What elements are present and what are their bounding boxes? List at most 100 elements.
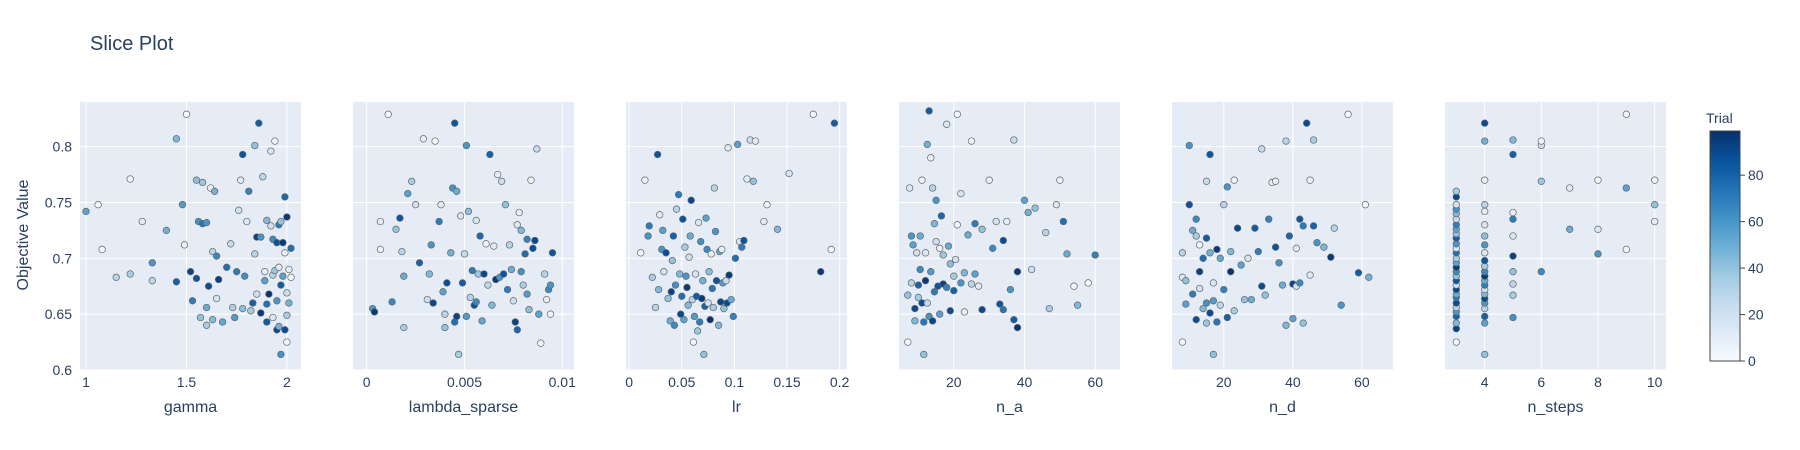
trial-point[interactable] (1206, 150, 1214, 159)
trial-point[interactable] (148, 259, 156, 267)
trial-point[interactable] (1223, 183, 1231, 191)
trial-point[interactable] (279, 239, 287, 247)
trial-point[interactable] (525, 306, 533, 314)
trial-point[interactable] (112, 273, 120, 281)
trial-point[interactable] (1027, 265, 1036, 274)
trial-point[interactable] (472, 298, 480, 306)
trial-point[interactable] (277, 217, 285, 226)
trial-point[interactable] (1299, 319, 1307, 327)
trial-point[interactable] (94, 201, 102, 209)
trial-point[interactable] (656, 211, 664, 219)
trial-point[interactable] (928, 317, 937, 325)
trial-point[interactable] (283, 311, 291, 319)
trial-point[interactable] (696, 318, 704, 326)
trial-point[interactable] (1509, 313, 1517, 322)
trial-point[interactable] (1070, 282, 1078, 290)
trial-point[interactable] (953, 221, 961, 229)
trial-point[interactable] (180, 241, 189, 249)
trial-point[interactable] (497, 177, 506, 185)
trial-point[interactable] (400, 272, 408, 280)
trial-point[interactable] (1509, 215, 1517, 223)
trial-point[interactable] (727, 295, 735, 304)
trial-point[interactable] (235, 206, 243, 214)
trial-point[interactable] (1509, 252, 1517, 260)
trial-point[interactable] (751, 137, 760, 145)
trial-point[interactable] (415, 259, 424, 267)
trial-point[interactable] (1052, 201, 1061, 209)
trial-point[interactable] (1537, 177, 1545, 185)
trial-point[interactable] (1289, 314, 1297, 323)
trial-point[interactable] (1024, 208, 1032, 217)
trial-point[interactable] (202, 303, 211, 312)
trial-point[interactable] (992, 217, 1000, 226)
trial-point[interactable] (971, 270, 979, 278)
trial-point[interactable] (431, 137, 439, 145)
trial-point[interactable] (679, 215, 687, 223)
trial-point[interactable] (523, 235, 531, 243)
trial-point[interactable] (212, 252, 221, 260)
trial-point[interactable] (999, 236, 1007, 245)
trial-point[interactable] (923, 299, 931, 307)
trial-point[interactable] (920, 318, 928, 326)
trial-point[interactable] (1189, 226, 1197, 235)
trial-point[interactable] (1481, 249, 1489, 257)
trial-point[interactable] (923, 140, 931, 149)
trial-point[interactable] (710, 184, 719, 192)
trial-point[interactable] (654, 285, 663, 294)
trial-point[interactable] (700, 350, 708, 359)
trial-point[interactable] (263, 216, 271, 225)
trial-point[interactable] (1509, 136, 1517, 144)
trial-point[interactable] (1084, 279, 1092, 287)
trial-point[interactable] (1216, 254, 1224, 262)
trial-point[interactable] (944, 242, 953, 250)
trial-point[interactable] (1258, 282, 1266, 290)
trial-point[interactable] (285, 265, 293, 274)
trial-point[interactable] (731, 254, 740, 262)
trial-point[interactable] (911, 317, 919, 325)
trial-point[interactable] (400, 323, 408, 332)
trial-point[interactable] (960, 269, 969, 277)
trial-point[interactable] (743, 175, 751, 183)
trial-point[interactable] (1566, 184, 1574, 192)
trial-point[interactable] (659, 226, 667, 235)
trial-point[interactable] (1537, 137, 1545, 145)
trial-point[interactable] (490, 242, 498, 250)
trial-point[interactable] (1271, 177, 1280, 185)
trial-point[interactable] (1481, 207, 1489, 216)
trial-point[interactable] (1091, 251, 1099, 259)
trial-point[interactable] (1220, 201, 1228, 209)
trial-point[interactable] (707, 250, 715, 258)
trial-point[interactable] (1244, 254, 1252, 262)
trial-point[interactable] (476, 232, 484, 240)
trial-point[interactable] (1220, 285, 1228, 294)
trial-point[interactable] (676, 270, 684, 278)
trial-point[interactable] (223, 263, 231, 271)
trial-point[interactable] (241, 272, 249, 280)
trial-point[interactable] (763, 201, 771, 209)
trial-point[interactable] (281, 193, 289, 201)
trial-point[interactable] (1303, 119, 1311, 127)
trial-point[interactable] (243, 217, 251, 226)
trial-point[interactable] (253, 290, 261, 298)
trial-point[interactable] (279, 272, 287, 280)
trial-point[interactable] (1594, 225, 1602, 233)
trial-point[interactable] (1254, 247, 1262, 256)
trial-point[interactable] (196, 313, 205, 322)
trial-point[interactable] (458, 279, 467, 287)
trial-point[interactable] (513, 326, 521, 334)
trial-point[interactable] (936, 310, 944, 318)
trial-point[interactable] (773, 225, 782, 233)
trial-point[interactable] (529, 244, 537, 252)
trial-point[interactable] (1223, 313, 1231, 322)
trial-point[interactable] (1361, 201, 1370, 209)
trial-point[interactable] (1481, 221, 1489, 229)
trial-point[interactable] (277, 350, 285, 359)
trial-point[interactable] (523, 290, 531, 298)
trial-point[interactable] (830, 119, 839, 127)
trial-point[interactable] (257, 309, 265, 317)
trial-point[interactable] (637, 249, 645, 257)
trial-point[interactable] (999, 306, 1007, 314)
trial-point[interactable] (462, 312, 471, 321)
trial-point[interactable] (1296, 279, 1304, 287)
trial-point[interactable] (697, 237, 705, 246)
